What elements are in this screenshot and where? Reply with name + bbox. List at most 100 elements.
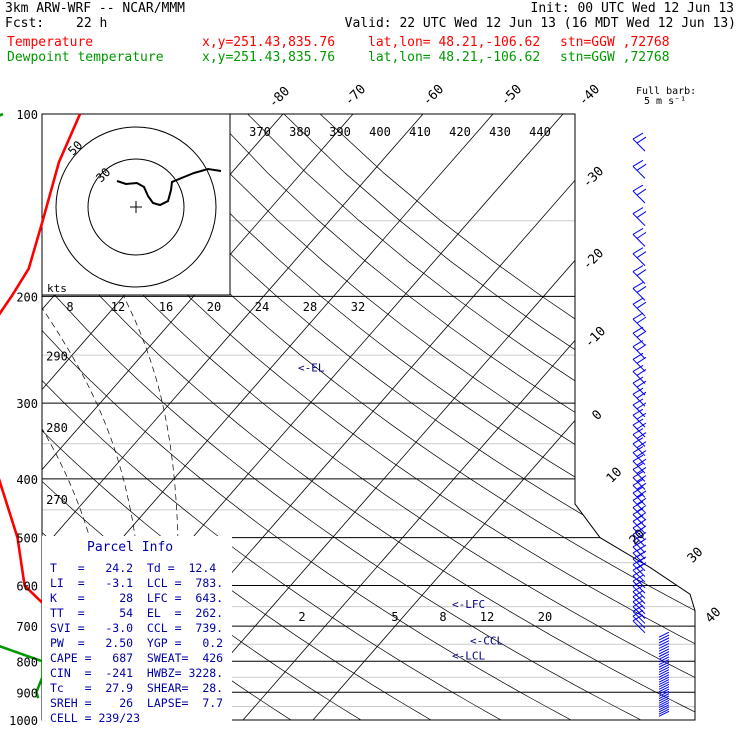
isotherm-label: -80 bbox=[266, 84, 293, 111]
wind-barb bbox=[658, 661, 670, 668]
wind-barb bbox=[658, 645, 670, 652]
wind-barb bbox=[658, 679, 670, 686]
wind-barb bbox=[632, 326, 647, 346]
wind-barb bbox=[632, 227, 647, 247]
pressure-tick-label: 1000 bbox=[9, 714, 38, 728]
legend-temperature-station: stn=GGW ,72768 bbox=[560, 35, 670, 50]
wind-barb bbox=[632, 563, 646, 583]
dry-adiabat bbox=[42, 114, 642, 720]
isotherm-label: 40 bbox=[703, 605, 725, 627]
wind-barb bbox=[632, 265, 647, 284]
wind-barb bbox=[658, 653, 670, 660]
parcel-row: PW = 2.50 YGP = 0.2 bbox=[50, 636, 223, 650]
parcel-info-title: Parcel Info bbox=[87, 540, 173, 555]
parcel-row: TT = 54 EL = 262. bbox=[50, 606, 223, 620]
mixing-ratio-label: 2 bbox=[298, 610, 305, 624]
dry-adiabat bbox=[211, 114, 695, 720]
parcel-row: SREH = 26 LAPSE= 7.7 bbox=[50, 696, 223, 710]
wind-barb bbox=[632, 501, 647, 520]
pressure-tick-label: 400 bbox=[16, 473, 38, 487]
isotherm-label: 0 bbox=[589, 407, 605, 423]
wind-barb bbox=[658, 656, 670, 663]
wind-barb bbox=[632, 297, 647, 317]
speed-tick-label: 12 bbox=[111, 300, 125, 314]
wind-barb bbox=[658, 699, 670, 706]
speed-tick-label: 32 bbox=[351, 300, 365, 314]
wind-barb bbox=[658, 704, 670, 711]
wind-barb bbox=[632, 486, 647, 506]
isotherm-line bbox=[42, 114, 424, 720]
theta-label: 290 bbox=[46, 349, 68, 363]
isotherm-label: -20 bbox=[580, 246, 607, 273]
wind-barb bbox=[632, 184, 647, 204]
legend-dewpoint-name: Dewpoint temperature bbox=[7, 50, 164, 65]
wind-barb bbox=[658, 666, 670, 673]
parcel-row: SVI = -3.0 CCL = 739. bbox=[50, 621, 223, 635]
pressure-tick-label: 500 bbox=[16, 532, 38, 546]
wind-barb bbox=[632, 365, 647, 384]
parcel-row: CELL = 239/23 bbox=[50, 711, 140, 725]
hodograph-unit-label: kts bbox=[47, 282, 67, 295]
wind-barb bbox=[658, 686, 670, 693]
wind-barb bbox=[658, 643, 670, 649]
plot-frame bbox=[41, 113, 696, 721]
barb-note-line1: Full barb: bbox=[636, 86, 696, 97]
wind-barb bbox=[632, 471, 647, 490]
parcel-row: Tc = 27.9 SHEAR= 28. bbox=[50, 681, 223, 695]
hodograph-ring bbox=[55, 126, 217, 288]
wind-barb bbox=[658, 695, 670, 702]
legend-temperature-latlon: lat,lon= 48.21,-106.62 bbox=[368, 35, 541, 50]
parcel-row: K = 28 LFC = 643. bbox=[50, 591, 223, 605]
pressure-tick-label: 100 bbox=[16, 108, 38, 122]
dry-adiabat bbox=[174, 114, 695, 720]
mixing-ratio-label: 5 bbox=[391, 610, 398, 624]
isotherm-label: 10 bbox=[604, 465, 626, 487]
wind-barb bbox=[658, 671, 670, 678]
isotherm-label: -10 bbox=[582, 324, 609, 351]
wind-barb bbox=[658, 669, 670, 676]
wind-barb bbox=[658, 648, 670, 655]
wind-barb bbox=[632, 580, 646, 599]
wind-barb bbox=[658, 710, 670, 717]
theta-label: 400 bbox=[369, 125, 391, 139]
dry-adiabat bbox=[283, 114, 695, 720]
theta-label: 280 bbox=[46, 421, 68, 435]
wind-barb bbox=[632, 446, 647, 465]
dry-adiabat bbox=[138, 114, 695, 720]
wind-barb bbox=[658, 681, 670, 688]
theta-label: 370 bbox=[249, 125, 271, 139]
isotherm-line bbox=[172, 114, 695, 720]
wind-barb bbox=[658, 674, 670, 681]
wind-barb bbox=[632, 437, 647, 457]
theta-label: 410 bbox=[409, 125, 431, 139]
dry-adiabat bbox=[42, 114, 695, 720]
theta-label: 390 bbox=[329, 125, 351, 139]
wind-barb bbox=[658, 664, 670, 671]
isotherm-line bbox=[242, 114, 695, 720]
dry-adiabat bbox=[247, 114, 695, 720]
pressure-tick-label: 600 bbox=[16, 580, 38, 594]
isotherm-label: -40 bbox=[576, 82, 603, 109]
speed-tick-label: 8 bbox=[66, 300, 73, 314]
wind-barb bbox=[632, 340, 647, 359]
wind-barb bbox=[632, 376, 647, 396]
wind-barb bbox=[632, 609, 646, 629]
hodograph-trace bbox=[116, 167, 222, 207]
wind-barb bbox=[632, 207, 647, 226]
hodograph-ring bbox=[87, 158, 185, 256]
pressure-tick-label: 300 bbox=[16, 397, 38, 411]
legend-dewpoint-station: stn=GGW ,72768 bbox=[560, 50, 670, 65]
speed-tick-label: 28 bbox=[303, 300, 317, 314]
parcel-level-label: <-EL bbox=[298, 361, 325, 374]
legend-temperature-xy: x,y=251.43,835.76 bbox=[202, 35, 336, 50]
forecast-label: Fcst: bbox=[5, 16, 45, 31]
theta-label: 270 bbox=[46, 493, 68, 507]
wind-barb bbox=[632, 454, 647, 474]
speed-tick-label: 16 bbox=[159, 300, 173, 314]
wind-barb bbox=[658, 676, 670, 683]
wind-barb bbox=[658, 637, 670, 644]
wind-barb bbox=[632, 352, 647, 372]
valid-time: Valid: 22 UTC Wed 12 Jun 13 (16 MDT Wed … bbox=[344, 16, 736, 31]
dry-adiabat bbox=[42, 114, 695, 720]
model-title: 3km ARW-WRF -- NCAR/MMM bbox=[5, 1, 186, 16]
